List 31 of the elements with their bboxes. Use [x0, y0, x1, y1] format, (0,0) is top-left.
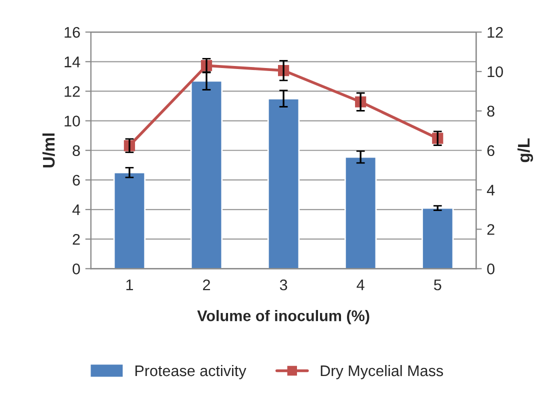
- y-tick-label: 12: [64, 86, 80, 97]
- y2-tick-label: 8: [487, 106, 494, 117]
- y-tick-label: 6: [72, 174, 80, 186]
- y-tick-label: 10: [64, 116, 80, 126]
- y2-tick-label: 0: [487, 264, 494, 274]
- y2-tick-label: 6: [487, 145, 494, 156]
- bar: [190, 80, 223, 269]
- y2-tick-label: 12: [488, 26, 503, 38]
- y2-tick-label: 2: [487, 224, 494, 235]
- bar: [267, 98, 300, 269]
- legend-label: Dry Mycelial Mass: [320, 364, 444, 380]
- y2-tick-label: 4: [486, 184, 495, 196]
- x-tick-label: 4: [356, 280, 364, 290]
- legend-label: Protease activity: [135, 364, 246, 380]
- y2-axis-title: g/L: [517, 138, 534, 162]
- y-tick-label: 14: [64, 56, 80, 68]
- y-tick-label: 4: [72, 204, 80, 216]
- x-tick-label: 1: [126, 280, 133, 290]
- bar: [113, 172, 146, 269]
- x-tick-label: 2: [203, 279, 210, 290]
- x-axis-title: Volume of inoculum (%): [197, 310, 370, 324]
- x-tick-label: 3: [280, 279, 288, 290]
- x-tick-label: 5: [434, 280, 442, 290]
- y-tick-label: 0: [72, 264, 80, 274]
- y2-tick-label: 10: [488, 66, 503, 78]
- bar: [344, 156, 377, 269]
- y-tick-label: 2: [72, 234, 80, 245]
- y-tick-label: 8: [72, 145, 80, 156]
- y-axis-title: U/ml: [42, 133, 55, 168]
- bar: [422, 207, 454, 269]
- y-tick-label: 16: [64, 26, 80, 38]
